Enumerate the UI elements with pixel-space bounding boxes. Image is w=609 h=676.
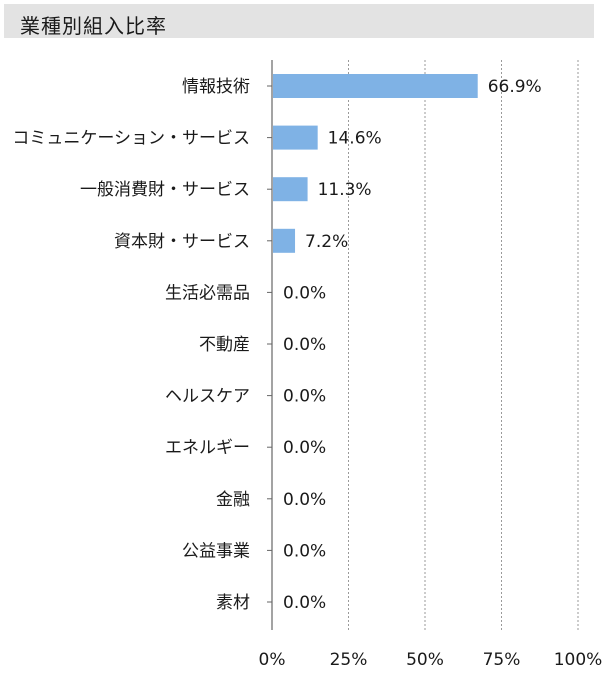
x-tick-label: 100% [554,650,603,670]
title-bar: 業種別組入比率 [4,4,594,38]
value-label: 11.3% [318,180,372,200]
bar [273,125,318,150]
x-tick-label: 25% [330,650,368,670]
x-tick-label: 75% [483,650,521,670]
category-label: コミュニケーション・サービス [12,129,250,149]
value-label: 0.0% [283,335,326,355]
category-label: 素材 [216,593,250,613]
category-label: 公益事業 [182,541,250,561]
value-label: 14.6% [328,129,382,149]
value-label: 0.0% [283,541,326,561]
value-label: 66.9% [488,77,542,97]
bar [273,74,478,98]
category-label: 生活必需品 [165,283,250,303]
value-label: 7.2% [305,232,348,252]
category-label: 金融 [216,490,250,510]
value-label: 0.0% [283,490,326,510]
value-label: 0.0% [283,593,326,613]
x-tick-label: 50% [406,650,444,670]
chart-title: 業種別組入比率 [20,14,167,38]
bar [273,177,308,202]
bar [273,228,296,253]
category-label: 不動産 [199,335,250,355]
category-label: 資本財・サービス [114,232,250,252]
category-label: ヘルスケア [165,387,250,407]
value-label: 0.0% [283,438,326,458]
x-tick-label: 0% [259,650,286,670]
category-label: 情報技術 [182,77,250,97]
value-label: 0.0% [283,283,326,303]
category-label: エネルギー [165,438,250,458]
category-label: 一般消費財・サービス [80,180,250,200]
value-label: 0.0% [283,387,326,407]
